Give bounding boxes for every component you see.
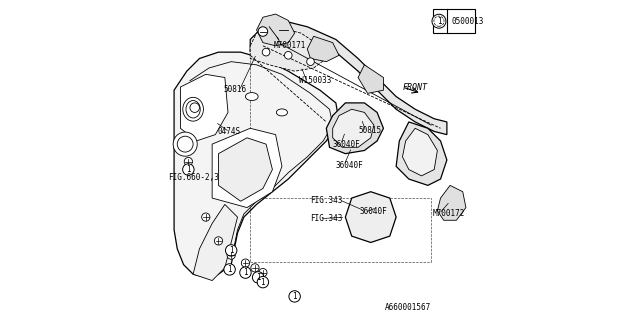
FancyBboxPatch shape — [433, 9, 476, 33]
Text: 1: 1 — [436, 17, 441, 26]
Circle shape — [224, 264, 236, 275]
Text: M700171: M700171 — [274, 41, 307, 50]
Ellipse shape — [183, 97, 204, 121]
Text: 0474S: 0474S — [218, 127, 241, 136]
Text: 1: 1 — [186, 165, 191, 174]
Circle shape — [289, 291, 300, 302]
Text: 36040F: 36040F — [360, 207, 387, 216]
Text: 36040F: 36040F — [333, 140, 360, 149]
Polygon shape — [396, 122, 447, 185]
Text: FRONT: FRONT — [403, 83, 428, 92]
Circle shape — [284, 52, 292, 59]
Circle shape — [177, 136, 193, 152]
Ellipse shape — [246, 92, 258, 100]
Text: 1: 1 — [227, 265, 232, 274]
Polygon shape — [333, 109, 374, 147]
Circle shape — [258, 27, 268, 36]
Circle shape — [184, 157, 193, 166]
Polygon shape — [180, 74, 228, 141]
Polygon shape — [218, 138, 273, 201]
Circle shape — [202, 213, 210, 221]
Polygon shape — [212, 128, 282, 208]
Text: 1: 1 — [256, 273, 260, 282]
Text: FIG.660-2,3: FIG.660-2,3 — [168, 173, 219, 182]
Circle shape — [214, 237, 223, 245]
Text: 1: 1 — [260, 278, 265, 287]
Polygon shape — [307, 36, 339, 62]
Circle shape — [307, 58, 314, 66]
Polygon shape — [346, 192, 396, 243]
Polygon shape — [193, 204, 237, 281]
Text: 50816: 50816 — [223, 85, 246, 94]
Circle shape — [225, 245, 237, 256]
Text: 50815: 50815 — [358, 126, 382, 135]
Circle shape — [241, 259, 250, 267]
Ellipse shape — [276, 109, 287, 116]
Polygon shape — [437, 185, 466, 220]
Circle shape — [432, 14, 446, 28]
Text: FIG.343: FIG.343 — [310, 196, 343, 205]
Circle shape — [434, 16, 444, 26]
Polygon shape — [257, 14, 294, 46]
Text: M700172: M700172 — [433, 209, 465, 219]
Polygon shape — [403, 128, 437, 176]
Circle shape — [173, 132, 197, 156]
Circle shape — [252, 272, 264, 283]
Text: FIG.343: FIG.343 — [310, 214, 343, 223]
Text: A660001567: A660001567 — [385, 303, 431, 312]
Text: 0500013: 0500013 — [452, 17, 484, 26]
Text: 1: 1 — [292, 292, 297, 301]
Polygon shape — [358, 65, 383, 93]
Text: 1: 1 — [243, 268, 248, 277]
Circle shape — [259, 268, 267, 277]
Circle shape — [182, 164, 194, 175]
Polygon shape — [326, 103, 383, 154]
Circle shape — [190, 103, 200, 112]
Polygon shape — [174, 52, 339, 277]
Polygon shape — [250, 27, 326, 71]
Circle shape — [251, 264, 259, 272]
Text: 36040F: 36040F — [336, 161, 364, 170]
Circle shape — [227, 251, 236, 259]
Circle shape — [262, 48, 270, 56]
Circle shape — [240, 267, 251, 278]
Text: W150033: W150033 — [300, 76, 332, 84]
Ellipse shape — [186, 100, 200, 118]
Polygon shape — [250, 20, 447, 135]
Text: 1: 1 — [229, 246, 234, 255]
Circle shape — [257, 276, 269, 288]
